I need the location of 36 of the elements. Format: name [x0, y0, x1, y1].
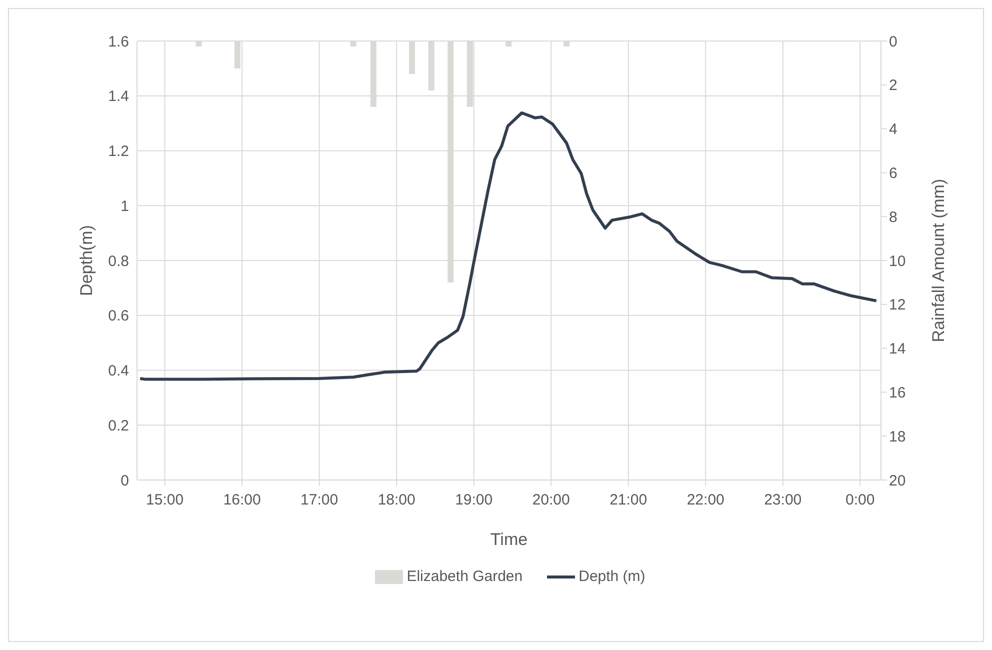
y2-tick-label: 10: [889, 252, 906, 270]
y2-tick-label: 18: [889, 428, 906, 446]
y-tick-label: 1.2: [108, 143, 129, 160]
x-tick-label: 15:00: [146, 492, 184, 509]
x-tick-label: 16:00: [223, 492, 261, 509]
y2-tick-label: 4: [889, 121, 898, 138]
y2-tick-label: 12: [889, 296, 906, 314]
y2-tick-label: 2: [889, 77, 898, 94]
y-tick-label: 0.8: [108, 252, 129, 270]
line-series: [138, 111, 878, 381]
y2-tick-label: 14: [889, 340, 906, 358]
y-tick-label: 0.2: [108, 417, 129, 434]
legend-label: Elizabeth Garden: [406, 568, 523, 585]
y2-tick-label: 0: [889, 33, 898, 50]
x-tick-label: 22:00: [686, 492, 724, 509]
y-axis-title: Depth(m): [77, 225, 96, 296]
x-tick-label: 19:00: [455, 492, 493, 509]
y-tick-label: 1.4: [108, 88, 129, 106]
y-tick-label: 1: [120, 198, 129, 215]
y-tick-label: 0.6: [108, 308, 129, 325]
y-tick-label: 1.6: [108, 33, 129, 50]
y2-tick-label: 20: [889, 472, 906, 490]
x-tick-label: 18:00: [378, 492, 416, 509]
y2-tick-label: 8: [889, 208, 898, 226]
x-tick-label: 0:00: [846, 492, 875, 509]
legend-label: Depth (m): [578, 568, 646, 585]
x-axis-title: Time: [490, 530, 528, 549]
x-tick-label: 21:00: [610, 492, 648, 509]
x-tick-label: 17:00: [300, 492, 338, 509]
y-tick-label: 0.4: [108, 362, 129, 380]
y2-tick-label: 16: [889, 384, 906, 402]
x-tick-label: 23:00: [764, 492, 802, 509]
x-tick-label: 20:00: [532, 492, 570, 509]
y2-axis-title: Rainfall Amount (mm): [929, 178, 948, 342]
y2-tick-label: 6: [889, 165, 898, 182]
y-tick-label: 0: [120, 472, 129, 490]
